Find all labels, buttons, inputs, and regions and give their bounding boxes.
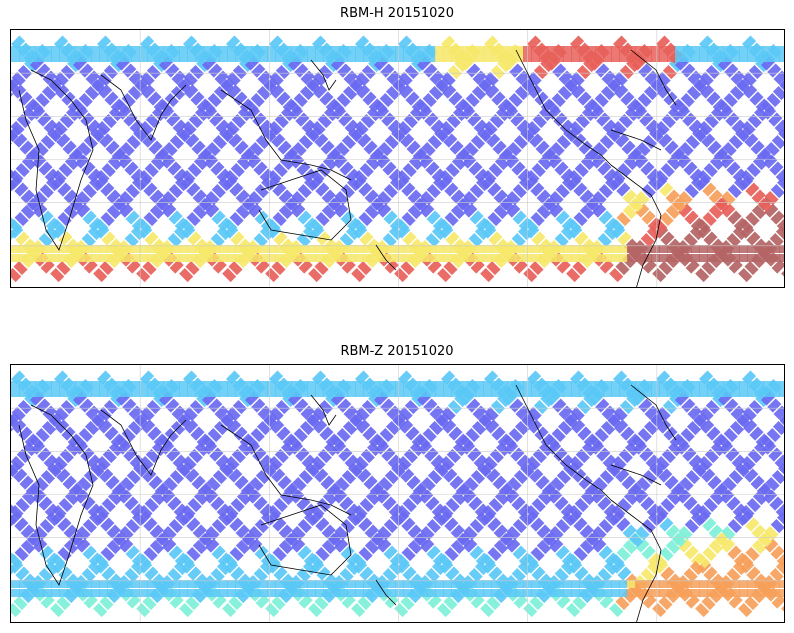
panel-top-title: RBM-H 20151020: [340, 6, 454, 21]
map-panel-rbm-h: [10, 29, 785, 288]
coastlines: [18, 384, 677, 622]
coastlines: [18, 49, 677, 287]
swath-map-rbm-z: [11, 365, 784, 622]
coverage-bands: [11, 381, 784, 597]
coverage-bands: [11, 46, 784, 262]
map-panel-rbm-z: [10, 364, 785, 623]
graticule: [11, 365, 784, 622]
swath-map-rbm-h: [11, 30, 784, 287]
panel-bottom-title: RBM-Z 20151020: [340, 344, 454, 359]
graticule: [11, 30, 784, 287]
